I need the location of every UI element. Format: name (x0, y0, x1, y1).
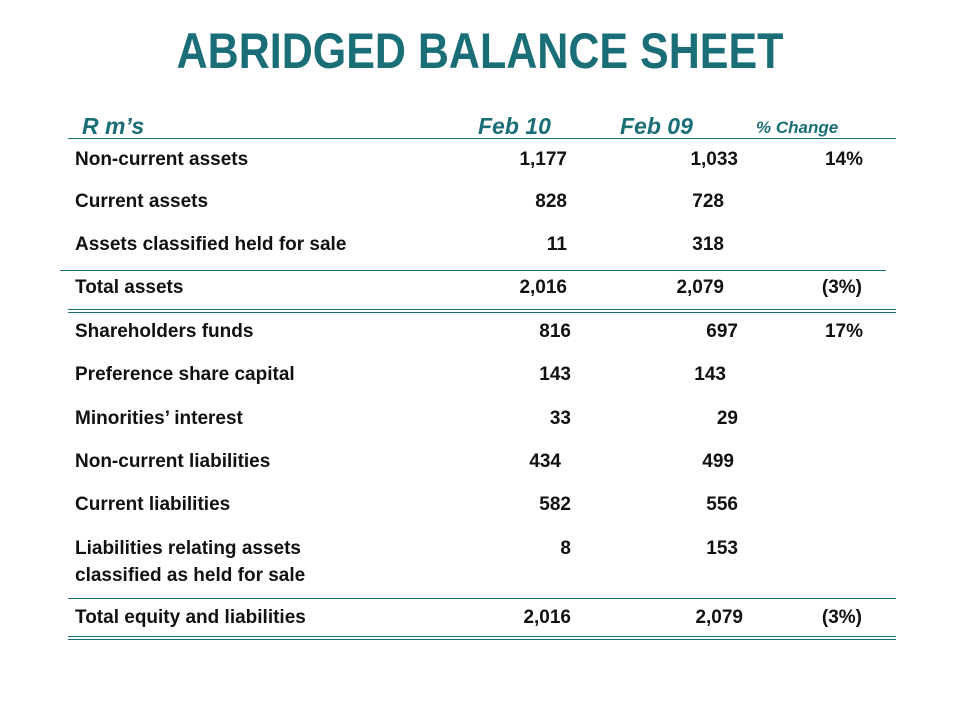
row-label: Minorities’ interest (75, 408, 243, 429)
row-label: Assets classified held for sale (75, 234, 347, 255)
table-row: Current assets 828 728 (0, 191, 960, 215)
row-label: Non-current assets (75, 149, 249, 170)
row-label: Total equity and liabilities (75, 607, 306, 628)
header-divider (68, 138, 896, 139)
page-title: ABRIDGED BALANCE SHEET (176, 23, 784, 79)
row-value-feb10: 816 (539, 321, 571, 342)
total-divider-top (68, 309, 896, 310)
col-header-feb09: Feb 09 (620, 113, 693, 139)
row-label-continued: classified as held for sale (75, 565, 306, 586)
table-row: Preference share capital 143 143 (0, 364, 960, 388)
row-value-feb09: 143 (694, 364, 726, 385)
row-value-feb10: 143 (539, 364, 571, 385)
row-value-change: 17% (824, 321, 863, 342)
col-header-feb10: Feb 10 (478, 113, 551, 139)
table-row: Current liabilities 582 556 (0, 494, 960, 518)
row-value-feb10: 828 (535, 191, 567, 212)
row-value-feb10: 33 (549, 408, 571, 429)
total-divider-top (68, 636, 896, 637)
col-header-change: % Change (756, 118, 839, 137)
row-label: Liabilities relating assets (75, 538, 301, 559)
section-divider (68, 598, 896, 599)
total-divider-bottom (68, 312, 896, 313)
section-divider (60, 270, 886, 271)
row-label: Current assets (75, 191, 209, 212)
row-value-feb09: 556 (706, 494, 738, 515)
row-value-feb10: 582 (539, 494, 571, 515)
row-label: Preference share capital (75, 364, 295, 385)
row-label: Current liabilities (75, 494, 231, 515)
row-value-feb09: 499 (702, 451, 734, 472)
row-value-change: (3%) (821, 607, 862, 628)
row-value-change: (3%) (821, 277, 862, 298)
table-row: Total equity and liabilities 2,016 2,079… (0, 607, 960, 631)
unit-header: R m’s (82, 113, 145, 139)
table-row: Minorities’ interest 33 29 (0, 408, 960, 432)
row-label: Non-current liabilities (75, 451, 271, 472)
row-value-feb09: 153 (706, 538, 738, 559)
row-value-feb10: 1,177 (519, 149, 567, 170)
row-label: Shareholders funds (75, 321, 254, 342)
row-value-feb09: 728 (692, 191, 724, 212)
row-value-feb10: 8 (560, 538, 571, 559)
row-value-change: 14% (824, 149, 863, 170)
table-row: Assets classified held for sale 11 318 (0, 234, 960, 258)
row-value-feb09: 2,079 (676, 277, 724, 298)
total-divider-bottom (68, 639, 896, 640)
row-value-feb10: 2,016 (519, 277, 567, 298)
row-value-feb10: 2,016 (523, 607, 571, 628)
table-row: Non-current liabilities 434 499 (0, 451, 960, 475)
row-value-feb09: 1,033 (690, 149, 738, 170)
table-row: Non-current assets 1,177 1,033 14% (0, 149, 960, 173)
row-label: Total assets (75, 277, 184, 298)
row-value-feb09: 2,079 (695, 607, 743, 628)
row-value-feb09: 29 (716, 408, 738, 429)
row-value-feb10: 11 (546, 234, 567, 255)
table-row: Total assets 2,016 2,079 (3%) (0, 277, 960, 301)
table-row: Shareholders funds 816 697 17% (0, 321, 960, 345)
row-value-feb09: 318 (692, 234, 724, 255)
table-row: Liabilities relating assets classified a… (0, 538, 960, 590)
row-value-feb09: 697 (706, 321, 738, 342)
row-value-feb10: 434 (529, 451, 561, 472)
